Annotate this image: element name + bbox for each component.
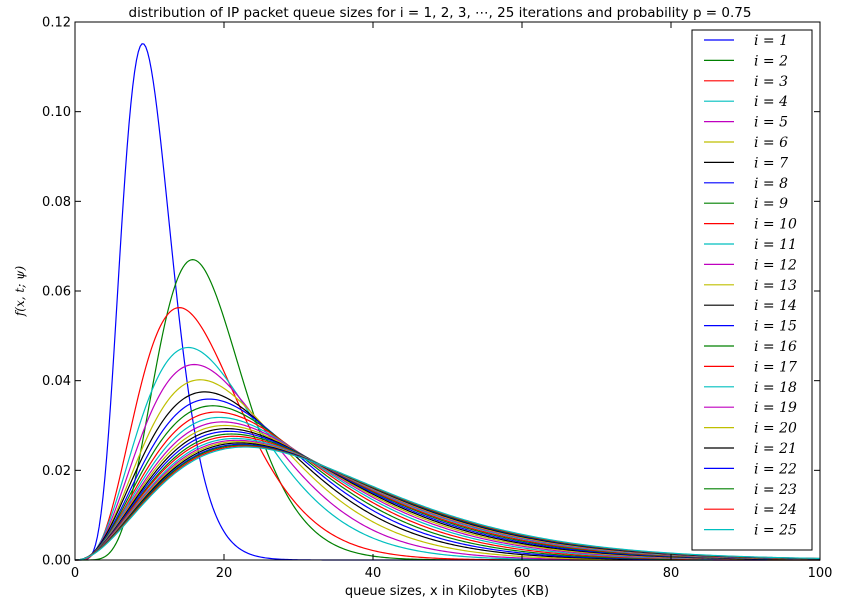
- plot-area: 0 20 40 60 80 100 0.00 0.02 0.04 0.06 0.08 0.10 0.12: [42, 16, 832, 582]
- legend-label-24: i = 24: [754, 502, 797, 518]
- legend-label-22: i = 22: [754, 461, 797, 477]
- y-tick-label: 0.00: [42, 554, 71, 569]
- legend-label-18: i = 18: [754, 380, 797, 396]
- x-tick-label: 0: [71, 566, 79, 581]
- legend-label-25: i = 25: [754, 523, 797, 539]
- legend-label-1: i = 1: [754, 33, 788, 49]
- legend-label-7: i = 7: [754, 155, 788, 171]
- x-tick-label: 80: [663, 566, 680, 581]
- x-tick-label: 20: [216, 566, 233, 581]
- legend: i = 1 i = 2 i = 3 i = 4 i = 5 i = 6 i = 7 i = 8…: [691, 29, 813, 551]
- legend-label-15: i = 15: [754, 319, 797, 335]
- y-tick-label: 0.08: [42, 195, 71, 210]
- legend-label-13: i = 13: [754, 278, 797, 294]
- x-tick-label: 60: [514, 566, 531, 581]
- chart-title: distribution of IP packet queue sizes fo…: [129, 5, 752, 21]
- legend-label-12: i = 12: [754, 257, 797, 273]
- legend-label-14: i = 14: [754, 298, 797, 314]
- legend-box: [691, 29, 813, 551]
- x-axis-label: queue sizes, x in Kilobytes (KB): [345, 584, 549, 599]
- legend-label-21: i = 21: [754, 441, 797, 457]
- y-tick-label: 0.06: [42, 285, 71, 300]
- series-line-25: [74, 446, 821, 561]
- legend-label-5: i = 5: [754, 115, 788, 131]
- legend-label-6: i = 6: [754, 135, 788, 151]
- legend-label-19: i = 19: [754, 400, 797, 416]
- legend-label-9: i = 9: [754, 196, 788, 212]
- legend-label-23: i = 23: [754, 482, 797, 498]
- y-tick-label: 0.04: [42, 374, 71, 389]
- legend-label-2: i = 2: [754, 53, 788, 69]
- x-tick-label: 40: [365, 566, 382, 581]
- legend-label-11: i = 11: [754, 237, 797, 253]
- legend-label-8: i = 8: [754, 176, 788, 192]
- y-tick-label: 0.12: [42, 16, 71, 31]
- legend-label-17: i = 17: [754, 359, 797, 375]
- legend-label-10: i = 10: [754, 217, 797, 233]
- legend-label-16: i = 16: [754, 339, 797, 355]
- y-tick-label: 0.10: [42, 105, 71, 120]
- x-tick-label: 100: [808, 566, 833, 581]
- y-axis-label: f(x, t; ψ): [13, 266, 27, 318]
- legend-label-3: i = 3: [754, 74, 788, 90]
- y-tick-label: 0.02: [42, 464, 71, 479]
- legend-label-4: i = 4: [754, 94, 788, 110]
- legend-label-20: i = 20: [754, 421, 797, 437]
